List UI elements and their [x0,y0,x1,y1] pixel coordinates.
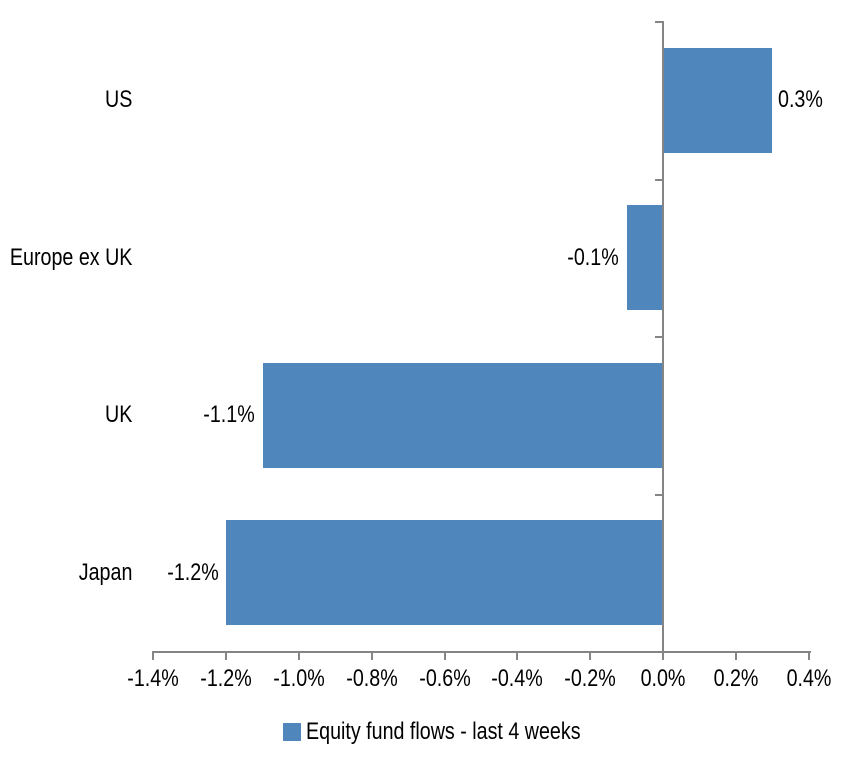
x-tick-label--0.2%: -0.2% [564,665,616,692]
bar-uk [262,362,663,468]
category-axis-tick-3 [655,493,663,496]
category-axis-line [662,21,664,660]
category-label-us: US [104,86,132,113]
x-tick--0.8% [370,651,373,660]
x-tick--0.6% [443,651,446,660]
x-tick--1.0% [298,651,300,660]
x-tick-label-0.4%: 0.4% [786,665,832,692]
category-axis-tick-0 [655,21,663,23]
value-label-japan: -1.2% [166,558,219,586]
x-tick--0.2% [589,651,592,660]
x-tick-label--1.4%: -1.4% [127,665,180,692]
x-tick-label--0.6%: -0.6% [418,665,471,692]
value-label-uk: -1.1% [203,401,255,428]
category-axis-tick-1 [655,178,663,181]
x-tick-0.2% [734,651,737,660]
x-tick--0.4% [516,651,519,660]
legend-marker-icon [283,723,301,741]
value-label-us: 0.3% [778,86,824,113]
bar-us [663,47,773,153]
value-label-europe-ex-uk: -0.1% [567,243,619,271]
x-tick-label--1.2%: -1.2% [200,665,252,692]
x-tick-label-0.0%: 0.0% [640,665,686,692]
x-tick-0.4% [807,651,810,660]
x-tick-label-0.2%: 0.2% [713,665,759,692]
x-tick-label--0.8%: -0.8% [346,665,398,692]
category-axis-tick-2 [655,336,663,338]
bar-japan [226,520,663,625]
category-label-uk: UK [104,401,132,428]
x-tick-label--1.0%: -1.0% [273,665,325,692]
x-axis-line [153,651,811,653]
x-tick--1.2% [225,651,228,660]
legend-label: Equity fund flows - last 4 weeks [306,718,581,745]
bar-europe-ex-uk [626,205,663,310]
x-tick-label--0.4%: -0.4% [491,665,544,692]
category-label-japan: Japan [78,558,132,586]
category-label-europe-ex-uk: Europe ex UK [9,243,132,271]
x-tick--1.4% [152,651,155,660]
